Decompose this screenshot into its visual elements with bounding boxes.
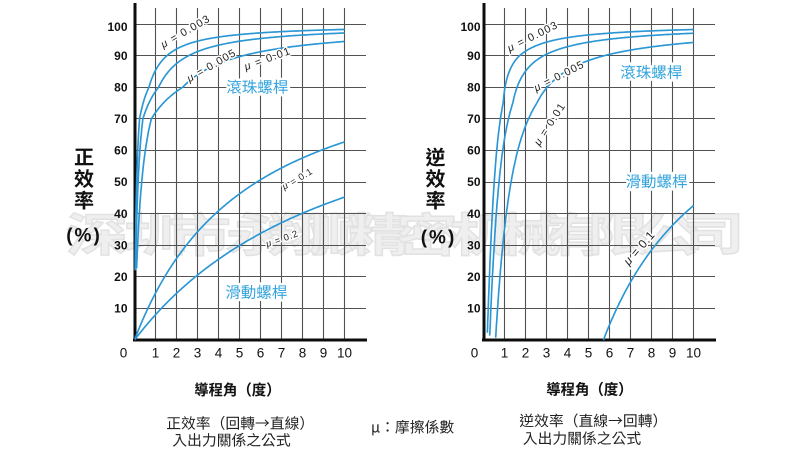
svg-text:60: 60	[114, 144, 128, 158]
svg-text:4: 4	[215, 346, 223, 361]
svg-text:30: 30	[114, 238, 128, 252]
svg-text:10: 10	[337, 346, 352, 361]
svg-text:9: 9	[669, 346, 677, 361]
svg-text:0: 0	[120, 346, 128, 361]
svg-text:10: 10	[686, 346, 701, 361]
svg-text:20: 20	[114, 270, 128, 284]
svg-text:80: 80	[114, 80, 128, 94]
svg-text:3: 3	[194, 346, 202, 361]
svg-text:(%): (%)	[421, 228, 457, 249]
svg-text:10: 10	[114, 302, 128, 316]
svg-text:7: 7	[278, 346, 286, 361]
svg-text:9: 9	[320, 346, 328, 361]
svg-text:50: 50	[467, 175, 481, 189]
svg-text:90: 90	[467, 49, 481, 63]
svg-text:30: 30	[467, 238, 481, 252]
svg-text:50: 50	[114, 175, 128, 189]
svg-text:40: 40	[114, 207, 128, 221]
svg-text:80: 80	[467, 80, 481, 94]
svg-text:40: 40	[467, 207, 481, 221]
svg-text:10: 10	[467, 302, 481, 316]
svg-text:5: 5	[236, 346, 244, 361]
svg-text:20: 20	[467, 270, 481, 284]
svg-text:1: 1	[501, 346, 509, 361]
svg-text:6: 6	[606, 346, 614, 361]
svg-text:70: 70	[114, 112, 128, 126]
svg-text:7: 7	[627, 346, 635, 361]
svg-text:3: 3	[543, 346, 551, 361]
svg-text:100: 100	[460, 20, 480, 34]
svg-text:2: 2	[173, 346, 181, 361]
svg-text:8: 8	[299, 346, 307, 361]
svg-text:5: 5	[585, 346, 593, 361]
svg-text:70: 70	[467, 112, 481, 126]
svg-text:60: 60	[467, 144, 481, 158]
svg-text:8: 8	[648, 346, 656, 361]
svg-text:6: 6	[257, 346, 265, 361]
svg-text:2: 2	[522, 346, 530, 361]
svg-text:1: 1	[152, 346, 160, 361]
svg-text:100: 100	[107, 20, 127, 34]
svg-text:(%): (%)	[66, 226, 102, 247]
svg-text:0: 0	[471, 346, 479, 361]
svg-text:90: 90	[114, 49, 128, 63]
svg-text:4: 4	[564, 346, 572, 361]
